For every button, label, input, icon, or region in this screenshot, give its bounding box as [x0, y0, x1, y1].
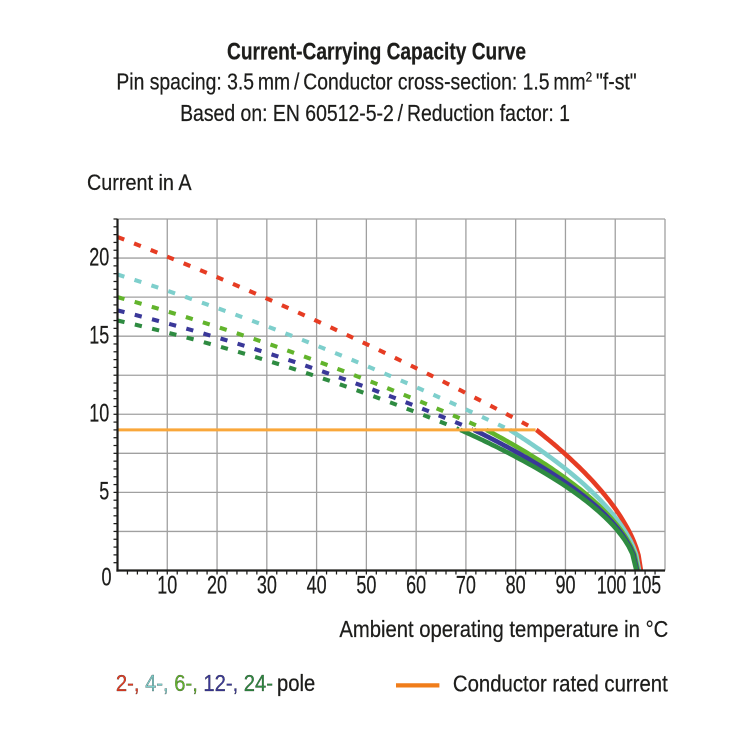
svg-text:0: 0 — [101, 562, 111, 591]
svg-text:30: 30 — [257, 571, 277, 600]
svg-text:80: 80 — [506, 571, 526, 600]
svg-text:Pin spacing: 3.5 mm / Conducto: Pin spacing: 3.5 mm / Conductor cross-se… — [116, 69, 636, 95]
svg-text:60: 60 — [406, 571, 426, 600]
svg-text:Current in A: Current in A — [87, 171, 192, 195]
svg-text:Based on: EN 60512-5-2 / Reduc: Based on: EN 60512-5-2 / Reduction facto… — [180, 100, 570, 126]
svg-text:Current-Carrying Capacity Curv: Current-Carrying Capacity Curve — [227, 37, 526, 65]
svg-text:Ambient operating temperature: Ambient operating temperature in °C — [339, 616, 668, 643]
svg-text:10: 10 — [89, 399, 109, 428]
svg-text:20: 20 — [89, 242, 109, 271]
svg-text:40: 40 — [307, 571, 327, 600]
svg-text:2-, 4-, 6-, 12-, 24- pole: 2-, 4-, 6-, 12-, 24- pole — [116, 670, 315, 697]
svg-text:70: 70 — [456, 571, 476, 600]
svg-text:50: 50 — [356, 571, 376, 600]
svg-text:20: 20 — [207, 571, 227, 600]
svg-text:15: 15 — [89, 320, 109, 349]
svg-text:Conductor rated current: Conductor rated current — [453, 670, 668, 696]
svg-text:10: 10 — [157, 571, 177, 600]
svg-text:90: 90 — [555, 571, 575, 600]
svg-text:100: 100 — [597, 571, 627, 600]
svg-text:5: 5 — [99, 477, 109, 506]
svg-text:105: 105 — [632, 572, 661, 600]
